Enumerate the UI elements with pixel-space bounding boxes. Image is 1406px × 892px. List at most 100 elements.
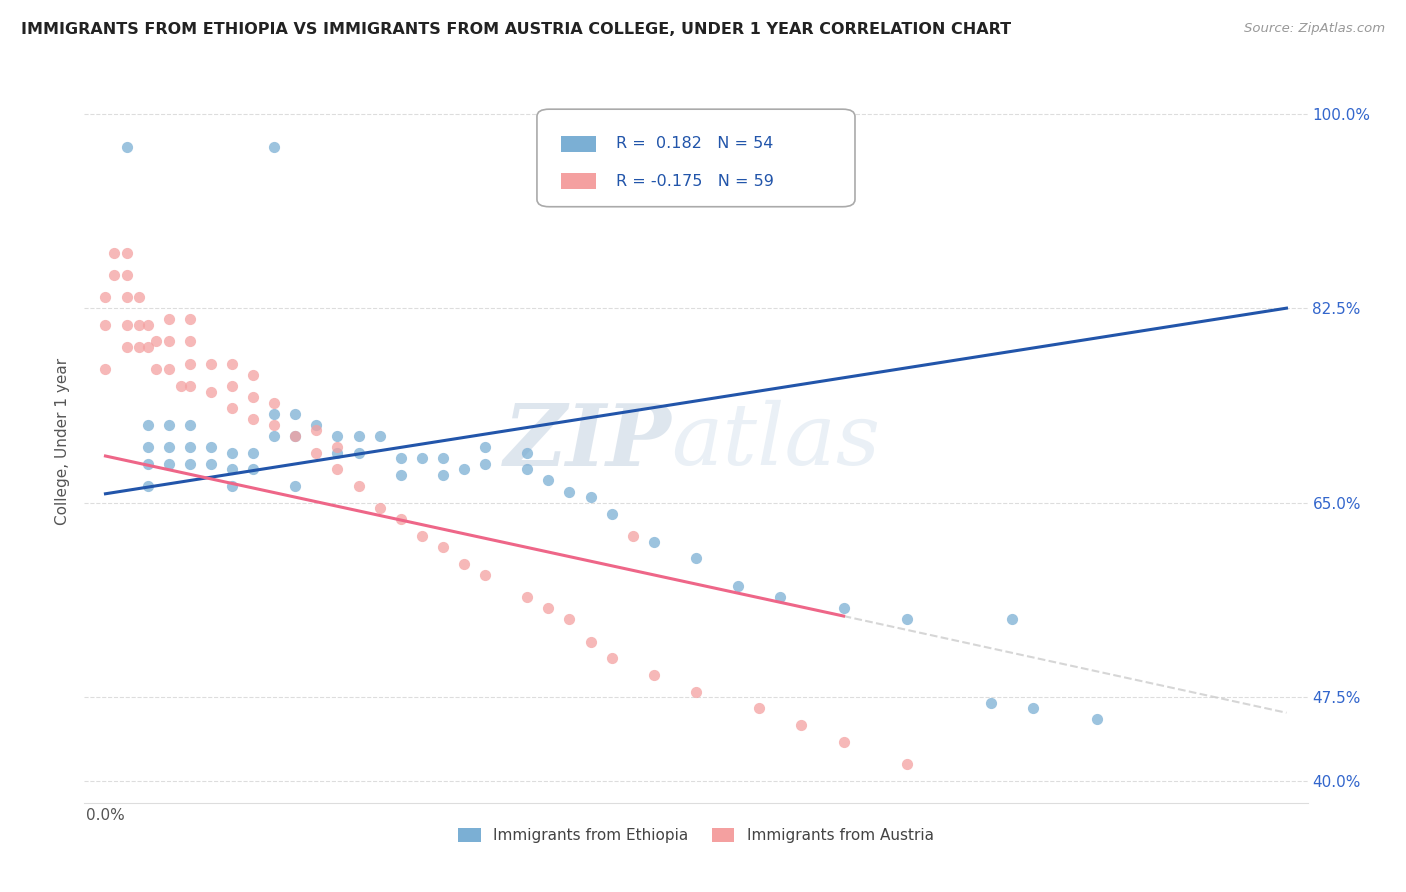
Point <box>145 334 167 349</box>
Point <box>368 501 391 516</box>
FancyBboxPatch shape <box>537 109 855 207</box>
Text: ZIP: ZIP <box>503 400 672 483</box>
Legend: Immigrants from Ethiopia, Immigrants from Austria: Immigrants from Ethiopia, Immigrants fro… <box>453 822 939 849</box>
Point <box>411 529 433 543</box>
Point <box>284 479 307 493</box>
Point <box>179 417 201 432</box>
Y-axis label: College, Under 1 year: College, Under 1 year <box>55 358 70 525</box>
Point <box>200 384 222 399</box>
Point <box>600 507 623 521</box>
Point <box>284 429 307 443</box>
Point <box>347 429 370 443</box>
Point <box>170 379 193 393</box>
Point <box>980 696 1002 710</box>
Point <box>200 457 222 471</box>
Point <box>326 429 349 443</box>
Point <box>326 440 349 454</box>
Point <box>128 340 150 354</box>
Point <box>685 684 707 698</box>
Point <box>157 312 180 326</box>
Point <box>305 424 328 438</box>
Point <box>389 451 412 466</box>
Point <box>389 467 412 482</box>
FancyBboxPatch shape <box>561 136 596 152</box>
Point <box>242 390 264 404</box>
Point <box>179 440 201 454</box>
Point <box>136 457 159 471</box>
Point <box>221 379 243 393</box>
Point <box>453 557 475 571</box>
Point <box>136 479 159 493</box>
Text: atlas: atlas <box>672 401 880 483</box>
Point <box>221 401 243 416</box>
Point <box>432 540 454 554</box>
Point <box>103 268 125 282</box>
Point <box>832 734 855 748</box>
Point <box>1001 612 1024 626</box>
Point <box>136 318 159 332</box>
Point <box>128 318 150 332</box>
Point <box>115 290 138 304</box>
Point <box>432 467 454 482</box>
Point <box>474 457 496 471</box>
Point <box>115 340 138 354</box>
FancyBboxPatch shape <box>561 173 596 189</box>
Point <box>263 429 285 443</box>
Text: Source: ZipAtlas.com: Source: ZipAtlas.com <box>1244 22 1385 36</box>
Point <box>179 312 201 326</box>
Point <box>157 417 180 432</box>
Point <box>115 318 138 332</box>
Point <box>157 440 180 454</box>
Point <box>832 601 855 615</box>
Point <box>600 651 623 665</box>
Point <box>115 140 138 154</box>
Point <box>263 395 285 409</box>
Point <box>790 718 813 732</box>
Point <box>157 362 180 376</box>
Point <box>94 290 117 304</box>
Point <box>242 412 264 426</box>
Point <box>896 612 918 626</box>
Point <box>242 462 264 476</box>
Point <box>1022 701 1045 715</box>
Point <box>242 445 264 459</box>
Point <box>432 451 454 466</box>
Point <box>221 479 243 493</box>
Point <box>128 290 150 304</box>
Point <box>263 417 285 432</box>
Point <box>179 357 201 371</box>
Point <box>474 440 496 454</box>
Point <box>263 407 285 421</box>
Point <box>200 440 222 454</box>
Point <box>326 462 349 476</box>
Point <box>1085 713 1108 727</box>
Point <box>305 417 328 432</box>
Point <box>537 601 560 615</box>
Text: R = -0.175   N = 59: R = -0.175 N = 59 <box>616 174 775 189</box>
Point <box>326 445 349 459</box>
Point <box>347 479 370 493</box>
Point <box>558 612 581 626</box>
Point <box>221 445 243 459</box>
Point <box>516 445 538 459</box>
Point <box>643 534 665 549</box>
Point <box>516 590 538 604</box>
Text: R =  0.182   N = 54: R = 0.182 N = 54 <box>616 136 773 152</box>
Point <box>179 379 201 393</box>
Point <box>242 368 264 382</box>
Point <box>411 451 433 466</box>
Point <box>453 462 475 476</box>
Point <box>579 634 602 648</box>
Point <box>284 407 307 421</box>
Point <box>516 462 538 476</box>
Point <box>103 245 125 260</box>
Point <box>748 701 770 715</box>
Point <box>558 484 581 499</box>
Point <box>221 357 243 371</box>
Point <box>179 457 201 471</box>
Point <box>157 334 180 349</box>
Point <box>284 429 307 443</box>
Point <box>643 668 665 682</box>
Point <box>305 445 328 459</box>
Point <box>136 440 159 454</box>
